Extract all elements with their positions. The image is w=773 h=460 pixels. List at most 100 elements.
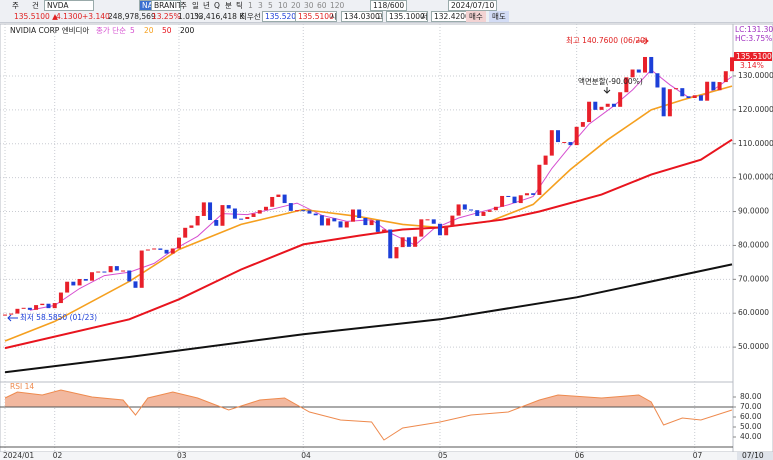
candle <box>21 307 26 309</box>
x-tick-label: 02 <box>53 451 63 460</box>
candle <box>406 237 411 247</box>
rsi-fill <box>5 390 732 407</box>
interval[interactable]: 10 <box>278 1 288 10</box>
buy-button[interactable]: 매수 <box>466 11 486 22</box>
candle <box>437 223 442 236</box>
candle <box>419 219 424 237</box>
price: 135.5100 ▲ <box>14 12 58 21</box>
candle <box>15 308 20 314</box>
hc-label: HC:3.75% <box>735 34 772 43</box>
candle <box>276 194 281 197</box>
candle <box>636 69 641 73</box>
candle <box>462 204 467 210</box>
period[interactable]: 주 <box>180 1 187 10</box>
candle <box>587 101 592 123</box>
candle <box>58 292 63 304</box>
legend-entry: 20 <box>144 26 154 35</box>
x-axis <box>0 452 773 460</box>
y-tick-label: 90.0000 <box>738 207 769 216</box>
interval[interactable]: 120 <box>330 1 345 10</box>
candle <box>698 95 703 101</box>
candle <box>388 229 393 259</box>
x-tick-label: 2024/01 <box>3 451 34 460</box>
quote-row: 135.5100 ▲ 4.1300 +3.140 248,978,569 13.… <box>0 11 773 23</box>
y-tick-label: 80.00 <box>740 392 762 401</box>
candle <box>245 216 250 219</box>
period[interactable]: 분 <box>225 1 232 10</box>
ratio: 1.01% <box>178 12 202 21</box>
candle <box>214 220 219 226</box>
rsi-pane <box>0 381 734 453</box>
candle <box>357 209 362 218</box>
candle <box>537 164 542 195</box>
candle <box>27 307 32 310</box>
menu[interactable]: 주 <box>12 1 19 10</box>
symbol-input[interactable]: NVDA <box>44 0 94 11</box>
interval[interactable]: 30 <box>304 1 314 10</box>
candle <box>574 126 579 146</box>
period[interactable]: Q <box>214 1 220 10</box>
menu[interactable]: 건 <box>32 1 39 10</box>
arrow <box>7 314 18 322</box>
candle <box>643 56 648 73</box>
arrow <box>603 87 611 94</box>
interval[interactable]: 5 <box>268 1 273 10</box>
date-input[interactable]: 2024/07/10 <box>448 0 498 11</box>
candle <box>549 130 554 156</box>
candle <box>108 266 113 273</box>
candle <box>493 206 498 211</box>
interval[interactable]: 1 <box>248 1 253 10</box>
candle <box>89 272 94 281</box>
interval[interactable]: 3 <box>258 1 263 10</box>
candle <box>332 218 337 222</box>
candle <box>655 73 660 88</box>
annotation: 최저 58.5850 (01/23) <box>20 312 97 322</box>
x-tick-label: 03 <box>177 451 187 460</box>
y-tick-label: 50.00 <box>740 422 762 431</box>
period[interactable]: 틱 <box>236 1 243 10</box>
count-input[interactable]: 118/600 <box>370 0 408 11</box>
candle <box>475 210 480 216</box>
period[interactable]: 년 <box>203 1 210 10</box>
candle <box>295 210 300 212</box>
rsi-line <box>4 389 733 441</box>
candle <box>282 194 287 204</box>
candle <box>444 225 449 236</box>
candle <box>562 142 567 144</box>
candle <box>450 215 455 226</box>
y-tick-label: 70.0000 <box>738 274 769 283</box>
sell-button[interactable]: 매도 <box>489 11 509 22</box>
interval[interactable]: 60 <box>317 1 327 10</box>
y-tick-label: 120.0000 <box>738 105 773 114</box>
interval[interactable]: 20 <box>291 1 301 10</box>
candle <box>661 87 666 117</box>
candle <box>512 196 517 204</box>
candle <box>723 71 728 83</box>
candle <box>52 303 57 309</box>
candle <box>226 205 231 209</box>
cursor-date-box <box>737 452 773 460</box>
moving-average <box>4 263 733 374</box>
candle <box>239 218 244 220</box>
amount: 33,416,418 K <box>194 12 245 21</box>
candle <box>152 248 157 250</box>
candle <box>307 210 312 214</box>
candle <box>717 82 722 91</box>
legend-entry: 50 <box>162 26 172 35</box>
period[interactable]: 일 <box>192 1 199 10</box>
candle <box>114 266 119 271</box>
y-tick-label: 60.00 <box>740 412 762 421</box>
last-change: 3.14% <box>740 61 764 70</box>
x-tick-label: 06 <box>575 451 585 460</box>
label: 최우선 <box>240 12 261 21</box>
candle <box>102 271 107 273</box>
candle <box>189 225 194 228</box>
candle <box>531 193 536 195</box>
change: 4.1300 <box>56 12 83 21</box>
label: 시 <box>330 12 337 21</box>
right-axis <box>732 23 773 453</box>
candle <box>674 88 679 90</box>
candle <box>77 278 82 286</box>
candle <box>506 195 511 197</box>
legend-entry: 200 <box>180 26 195 35</box>
